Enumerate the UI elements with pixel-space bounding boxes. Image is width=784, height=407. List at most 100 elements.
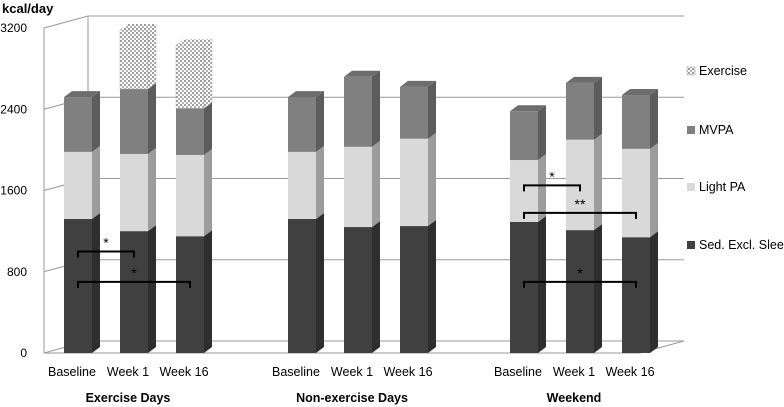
y-tick-labels: 0 800 1600 2400 3200	[0, 21, 27, 360]
bar-segment-mvpa	[510, 111, 538, 161]
bracket-line	[523, 184, 581, 192]
bar-segment-sed-excl-sleep-side	[650, 231, 658, 353]
x-tick-labels: Baseline Week 1 Week 16 Baseline Week 1 Week …	[48, 365, 655, 379]
legend-label: Exercise	[699, 64, 747, 78]
legend-item: MVPA	[687, 123, 734, 137]
bar-segment-light-pa-side	[594, 133, 602, 231]
bar-segment-light-pa	[400, 138, 428, 227]
bar-stack	[622, 89, 658, 353]
bar-segment-exercise	[175, 45, 205, 109]
bar-segment-sed-excl-sleep-side	[148, 225, 156, 353]
bar-segment-mvpa-side	[594, 76, 602, 140]
bar-segment-light-pa	[64, 151, 92, 219]
bracket-line	[523, 280, 637, 288]
legend-item: Sed. Excl. Sleep	[687, 238, 784, 252]
bar-segment-exercise	[119, 29, 149, 90]
significance-marker: **	[575, 196, 586, 212]
bar-segment-mvpa	[64, 97, 92, 152]
legend-swatch	[686, 66, 696, 76]
group-label: Weekend	[547, 391, 602, 405]
bracket-line	[523, 211, 637, 219]
bar-segment-light-pa	[120, 153, 148, 232]
bar-segment-sed-excl-sleep-side	[316, 212, 324, 353]
x-tick-label: Week 1	[331, 365, 373, 379]
x-tick-label: Week 16	[605, 365, 654, 379]
bar-segment-sed-excl-sleep-side	[594, 224, 602, 353]
significance-bracket: *	[77, 265, 191, 288]
bar-segment-mvpa	[120, 88, 148, 154]
bar-segment-mvpa	[400, 86, 428, 139]
bar-segment-light-pa	[176, 154, 204, 237]
bar-segment-mvpa-side	[428, 80, 436, 139]
bar-segment-light-pa-side	[428, 132, 436, 227]
legend-swatch	[687, 183, 695, 191]
bar-segment-light-pa-side	[372, 140, 380, 228]
bar-segment-mvpa-top	[64, 91, 100, 98]
bar-segment-sed-excl-sleep	[344, 227, 372, 353]
bar-segment-light-pa	[344, 146, 372, 228]
bar-stack	[119, 23, 157, 353]
bracket-line	[77, 280, 191, 288]
significance-bracket: *	[77, 234, 135, 258]
x-tick-label: Week 16	[159, 365, 208, 379]
legend-item: Light PA	[687, 180, 746, 194]
gridline-diag	[43, 15, 89, 29]
significance-marker: *	[577, 265, 583, 281]
significance-marker: *	[103, 234, 109, 250]
x-tick-label: Week 1	[553, 365, 595, 379]
group-label: Exercise Days	[86, 391, 171, 405]
bar-stack	[175, 38, 213, 353]
x-tick-label: Week 1	[107, 365, 149, 379]
bar-segment-sed-excl-sleep	[288, 218, 316, 353]
bar-segment-mvpa	[288, 97, 316, 152]
y-axis-label: kcal/day	[2, 1, 54, 16]
y-tick-label: 2400	[0, 102, 27, 116]
bar-segment-light-pa-side	[204, 148, 212, 237]
bar-stack	[510, 105, 546, 353]
y-tick-label: 1600	[0, 184, 27, 198]
bar-stack	[400, 80, 436, 353]
x-tick-label: Week 16	[383, 365, 432, 379]
bar-segment-mvpa-top	[510, 105, 546, 112]
bar-segment-exercise-top	[176, 39, 212, 46]
significance-bracket: *	[523, 265, 637, 288]
significance-marker: *	[131, 265, 137, 281]
bar-stack	[566, 76, 602, 353]
bar-segment-sed-excl-sleep	[566, 230, 594, 353]
bar-segment-light-pa-side	[92, 145, 100, 219]
bar-segment-mvpa-top	[622, 89, 658, 96]
bar-segment-sed-excl-sleep-side	[372, 221, 380, 353]
significance-marker: *	[549, 168, 555, 184]
bar-segment-exercise-side	[147, 23, 157, 90]
bar-stack	[344, 70, 380, 353]
bar-segment-sed-excl-sleep-side	[204, 230, 212, 353]
bar-segment-sed-excl-sleep	[622, 237, 650, 353]
y-tick-label: 3200	[0, 21, 27, 35]
bar-segment-exercise-side	[203, 38, 213, 109]
y-tick-label: 0	[20, 346, 27, 360]
bar-segment-mvpa	[176, 108, 204, 155]
bar-segment-mvpa-side	[148, 82, 156, 154]
group-label: Non-exercise Days	[296, 391, 408, 405]
significance-brackets: ******	[77, 168, 637, 288]
y-tick-label: 800	[7, 265, 27, 279]
bar-segment-light-pa-side	[148, 147, 156, 232]
bar-segment-sed-excl-sleep	[120, 231, 148, 353]
bar-segment-light-pa	[622, 148, 650, 238]
bar-segment-mvpa	[566, 82, 594, 140]
bar-segment-sed-excl-sleep	[176, 236, 204, 353]
bar-segment-mvpa-side	[204, 102, 212, 155]
group-labels: Exercise Days Non-exercise Days Weekend	[86, 391, 602, 405]
bar-segment-mvpa-side	[372, 70, 380, 147]
bar-segment-exercise-top	[120, 24, 156, 31]
bar-segment-sed-excl-sleep	[400, 226, 428, 353]
bar-segment-mvpa-side	[92, 91, 100, 152]
significance-bracket: *	[523, 168, 581, 192]
bar-segment-mvpa-top	[288, 91, 324, 98]
legend-swatch	[687, 241, 695, 249]
x-tick-label: Baseline	[494, 365, 542, 379]
significance-bracket: **	[523, 196, 637, 219]
bar-segment-mvpa	[622, 95, 650, 149]
bar-segment-light-pa-side	[538, 154, 546, 222]
